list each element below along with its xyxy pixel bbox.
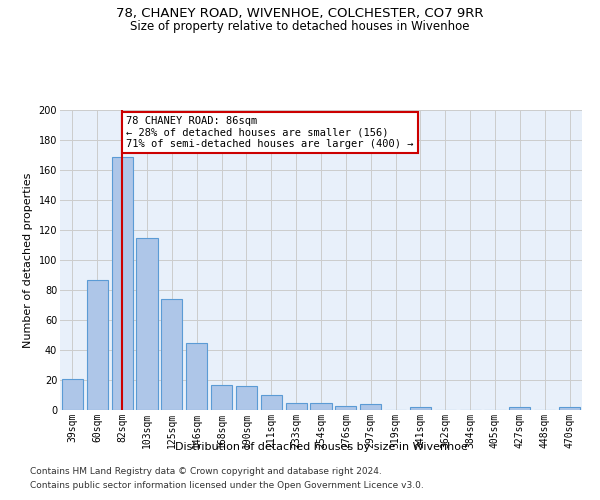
Bar	[236, 386, 257, 410]
Bar	[161, 299, 182, 410]
Bar	[87, 280, 108, 410]
Bar	[410, 407, 431, 410]
Y-axis label: Number of detached properties: Number of detached properties	[23, 172, 33, 348]
Text: Size of property relative to detached houses in Wivenhoe: Size of property relative to detached ho…	[130, 20, 470, 33]
Bar	[286, 402, 307, 410]
Bar	[335, 406, 356, 410]
Bar	[509, 407, 530, 410]
Bar	[261, 395, 282, 410]
Bar	[112, 156, 133, 410]
Text: Contains HM Land Registry data © Crown copyright and database right 2024.: Contains HM Land Registry data © Crown c…	[30, 467, 382, 476]
Bar	[136, 238, 158, 410]
Text: 78 CHANEY ROAD: 86sqm
← 28% of detached houses are smaller (156)
71% of semi-det: 78 CHANEY ROAD: 86sqm ← 28% of detached …	[126, 116, 413, 149]
Bar	[360, 404, 381, 410]
Bar	[310, 402, 332, 410]
Bar	[186, 342, 207, 410]
Bar	[559, 407, 580, 410]
Text: Distribution of detached houses by size in Wivenhoe: Distribution of detached houses by size …	[175, 442, 467, 452]
Bar	[211, 384, 232, 410]
Bar	[62, 378, 83, 410]
Text: 78, CHANEY ROAD, WIVENHOE, COLCHESTER, CO7 9RR: 78, CHANEY ROAD, WIVENHOE, COLCHESTER, C…	[116, 8, 484, 20]
Text: Contains public sector information licensed under the Open Government Licence v3: Contains public sector information licen…	[30, 481, 424, 490]
